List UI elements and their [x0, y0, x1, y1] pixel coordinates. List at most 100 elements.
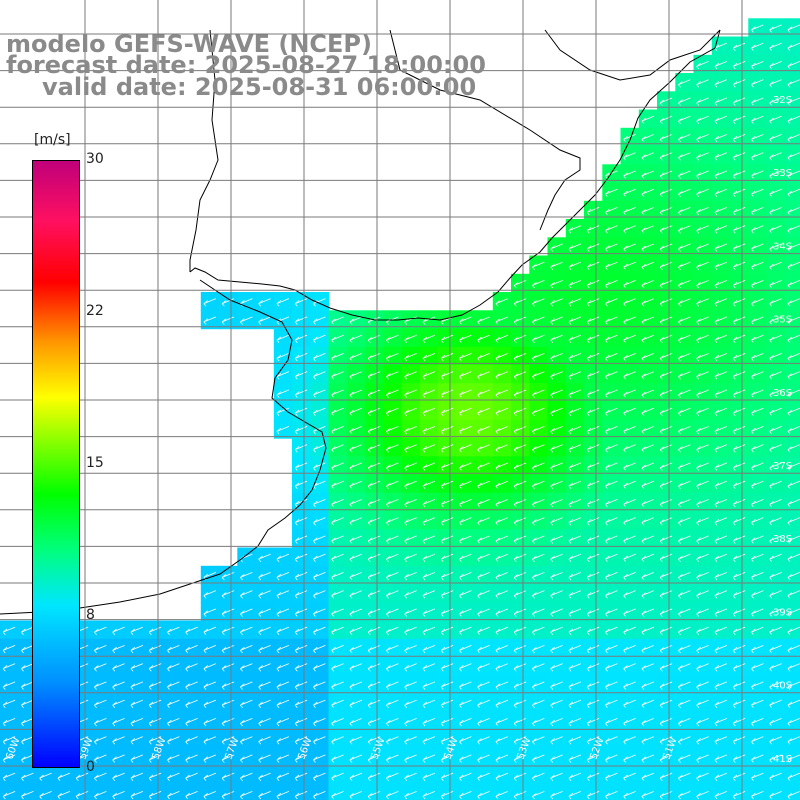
wind-cell	[310, 328, 330, 348]
wind-arrow	[623, 553, 636, 562]
wind-cell	[255, 675, 275, 695]
wind-cell	[766, 584, 786, 603]
wind-cell	[730, 255, 749, 275]
wind-cell	[18, 784, 38, 800]
wind-arrow	[787, 535, 800, 544]
wind-cell	[565, 675, 585, 695]
wind-cell	[638, 730, 658, 749]
wind-cell	[638, 766, 658, 786]
wind-arrow	[440, 426, 454, 435]
wind-cell	[565, 784, 585, 800]
wind-cell	[565, 638, 585, 658]
wind-cell	[711, 529, 731, 549]
wind-arrow	[623, 243, 636, 252]
wind-arrow	[294, 772, 308, 781]
wind-cell	[419, 602, 439, 622]
wind-arrow	[2, 699, 16, 708]
wind-cell	[328, 456, 348, 476]
wind-arrow	[623, 791, 636, 800]
wind-cell	[730, 748, 749, 768]
wind-arrow	[532, 791, 545, 800]
wind-arrow	[440, 608, 454, 617]
wind-cell	[419, 401, 439, 421]
wind-arrow	[94, 681, 107, 690]
wind-arrow	[678, 517, 691, 526]
wind-arrow	[349, 535, 363, 544]
wind-arrow	[422, 663, 436, 672]
wind-cell	[438, 401, 457, 421]
wind-arrow	[696, 280, 709, 289]
wind-arrow	[659, 718, 673, 727]
wind-arrow	[331, 389, 344, 398]
wind-cell	[620, 127, 640, 147]
wind-cell	[474, 346, 494, 366]
wind-cell	[584, 584, 603, 603]
wind-arrow	[696, 718, 709, 727]
wind-arrow	[240, 608, 253, 617]
wind-arrow	[641, 681, 655, 690]
wind-arrow	[404, 699, 417, 708]
wind-cell	[529, 273, 549, 293]
wind-cell	[693, 273, 713, 293]
wind-arrow	[203, 791, 217, 800]
wind-cell	[547, 346, 567, 366]
wind-arrow	[331, 316, 344, 325]
wind-cell	[365, 419, 384, 439]
wind-arrow	[623, 334, 636, 343]
wind-cell	[584, 419, 603, 439]
wind-arrow	[294, 590, 308, 599]
wind-cell	[456, 383, 476, 403]
wind-cell	[602, 511, 622, 530]
wind-arrow	[769, 535, 782, 544]
wind-cell	[620, 511, 640, 530]
wind-arrow	[605, 736, 618, 745]
wind-cell	[365, 547, 384, 567]
wind-arrow	[714, 791, 728, 800]
wind-arrow	[532, 736, 545, 745]
wind-cell	[748, 109, 768, 129]
wind-arrow	[678, 188, 691, 197]
wind-cell	[456, 346, 476, 366]
wind-cell	[456, 602, 476, 622]
wind-cell	[456, 419, 476, 439]
wind-cell	[766, 620, 786, 640]
wind-arrow	[696, 207, 709, 216]
wind-arrow	[221, 791, 235, 800]
wind-arrow	[349, 754, 363, 763]
wind-arrow	[21, 791, 34, 800]
wind-arrow	[276, 718, 290, 727]
wind-cell	[456, 565, 476, 585]
wind-arrow	[349, 645, 363, 654]
wind-arrow	[586, 353, 600, 362]
wind-cell	[383, 419, 403, 439]
wind-cell	[237, 784, 257, 800]
wind-arrow	[769, 517, 782, 526]
wind-cell	[401, 474, 421, 494]
wind-arrow	[641, 462, 655, 471]
wind-arrow	[386, 553, 399, 562]
wind-cell	[547, 584, 567, 603]
wind-arrow	[404, 663, 417, 672]
wind-arrow	[203, 608, 217, 617]
wind-cell	[693, 730, 713, 749]
wind-cell	[91, 657, 111, 676]
wind-arrow	[94, 772, 107, 781]
wind-cell	[711, 511, 731, 530]
wind-arrow	[586, 334, 600, 343]
wind-arrow	[751, 24, 764, 33]
wind-arrow	[605, 444, 618, 453]
wind-arrow	[313, 718, 326, 727]
wind-arrow	[550, 353, 563, 362]
wind-arrow	[386, 480, 399, 489]
wind-arrow	[367, 718, 381, 727]
wind-arrow	[367, 334, 381, 343]
wind-arrow	[678, 407, 691, 416]
wind-arrow	[422, 480, 436, 489]
wind-cell	[273, 310, 293, 330]
wind-arrow	[313, 353, 326, 362]
wind-arrow	[367, 626, 381, 635]
wind-arrow	[331, 626, 344, 635]
wind-arrow	[714, 407, 728, 416]
wind-arrow	[568, 298, 582, 307]
wind-cell	[511, 547, 530, 567]
